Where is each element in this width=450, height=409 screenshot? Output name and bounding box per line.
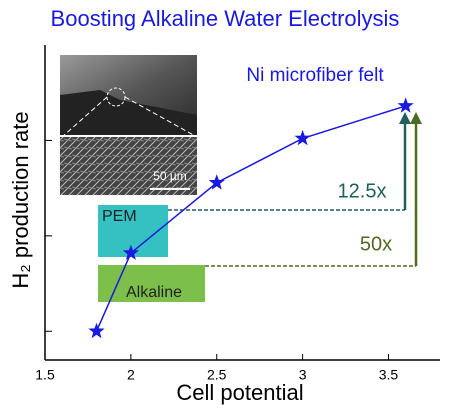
legend-label: Ni microfiber felt xyxy=(246,65,384,86)
chart-title: Boosting Alkaline Water Electrolysis xyxy=(51,6,400,31)
star-marker xyxy=(122,244,139,260)
x-tick-label: 2.5 xyxy=(207,367,227,383)
ratio-label: 12.5x xyxy=(338,180,387,202)
ratio-label: 50x xyxy=(360,233,392,255)
arrow-head xyxy=(399,112,411,124)
star-marker xyxy=(397,97,414,113)
box-label: Alkaline xyxy=(126,284,182,301)
x-axis-label: Cell potential xyxy=(176,380,303,405)
y-axis-label: H₂ production rate xyxy=(8,111,33,288)
sem-inset xyxy=(60,55,198,195)
scale-label: 50 µm xyxy=(153,169,187,183)
x-tick-label: 3 xyxy=(299,367,307,383)
x-tick-label: 1.5 xyxy=(35,367,55,383)
x-tick-label: 2 xyxy=(127,367,135,383)
box xyxy=(98,205,168,257)
arrow-head xyxy=(410,112,422,124)
star-marker xyxy=(88,322,105,339)
star-marker xyxy=(208,174,225,190)
star-marker xyxy=(294,129,311,146)
box-label: PEM xyxy=(102,208,137,225)
x-tick-label: 3.5 xyxy=(379,367,399,383)
box xyxy=(98,265,205,302)
